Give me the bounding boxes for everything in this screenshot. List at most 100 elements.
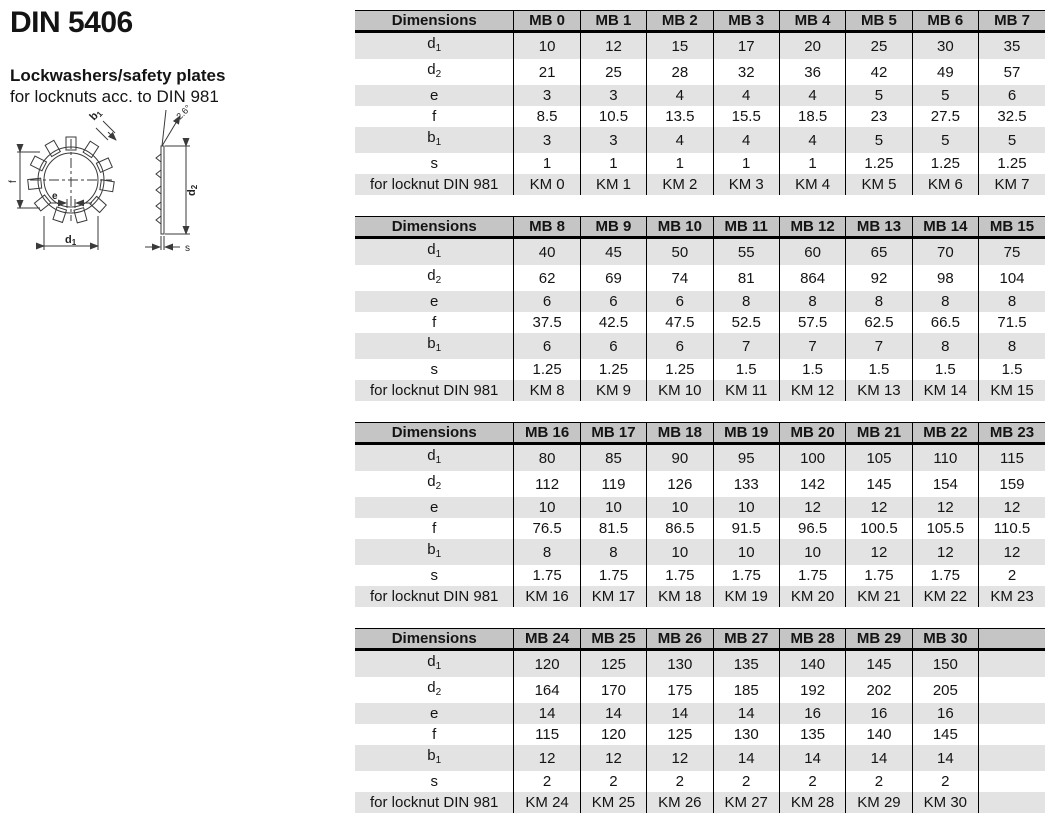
product-name: Lockwashers/safety plates (10, 66, 226, 85)
value-cell: 1.5 (911, 359, 979, 380)
value-cell: 110 (911, 443, 979, 471)
value-cell: 55 (712, 237, 780, 265)
value-cell: 3 (579, 127, 647, 153)
dimensions-column-header: Dimensions (355, 10, 514, 33)
table-row: d1 10 12 15 17 20 25 30 35 (355, 31, 1045, 59)
value-cell: KM 29 (845, 792, 913, 813)
value-cell: 125 (579, 649, 647, 677)
value-cell: 76.5 (513, 518, 581, 539)
size-column-header: MB 6 (911, 10, 979, 33)
value-cell (978, 771, 1045, 792)
value-cell: 6 (513, 291, 581, 312)
row-label-subscript: 2 (435, 481, 442, 492)
value-cell: KM 23 (978, 586, 1045, 607)
value-cell: KM 2 (646, 174, 714, 195)
value-cell: 18.5 (778, 106, 846, 127)
row-label-text: f (432, 520, 437, 537)
value-cell: 66.5 (911, 312, 979, 333)
dimensions-column-header: Dimensions (355, 216, 514, 239)
value-cell: 1 (778, 153, 846, 174)
value-cell: 1 (712, 153, 780, 174)
value-cell: 65 (845, 237, 913, 265)
row-label-subscript: 1 (435, 661, 442, 672)
value-cell: 35 (978, 31, 1045, 59)
value-cell: 120 (579, 724, 647, 745)
size-column-header: MB 27 (712, 628, 780, 651)
row-label-subscript: 1 (435, 549, 442, 560)
size-column-header: MB 18 (646, 422, 714, 445)
value-cell: 8.5 (513, 106, 581, 127)
value-cell: 69 (579, 265, 647, 291)
value-cell: 71.5 (978, 312, 1045, 333)
size-column-header: MB 20 (778, 422, 846, 445)
size-column-header: MB 19 (712, 422, 780, 445)
value-cell (978, 745, 1045, 771)
value-cell: 10 (513, 31, 581, 59)
row-label: d2 (355, 59, 514, 85)
table-row: b1 8 8 10 10 10 12 12 12 (355, 539, 1045, 565)
value-cell: 92 (845, 265, 913, 291)
row-label-text: s (430, 773, 438, 790)
value-cell (978, 792, 1045, 813)
value-cell: 10 (778, 539, 846, 565)
value-cell: 16 (778, 703, 846, 724)
value-cell: KM 7 (978, 174, 1045, 195)
value-cell: 12 (579, 31, 647, 59)
lockwasher-side-view: d2 s 2.6° (145, 103, 199, 254)
row-label: e (355, 497, 514, 518)
value-cell: KM 19 (712, 586, 780, 607)
table-row: d2 112 119 126 133 142 145 154 159 (355, 471, 1045, 497)
value-cell: 96.5 (778, 518, 846, 539)
table-header-row: Dimensions MB 16 MB 17 MB 18 MB 19 MB 20 MB 2… (355, 422, 1045, 445)
value-cell: 6 (513, 333, 581, 359)
row-label-text: e (430, 87, 439, 104)
value-cell: 74 (646, 265, 714, 291)
value-cell: 3 (579, 85, 647, 106)
value-cell: 185 (712, 677, 780, 703)
value-cell: 1.75 (712, 565, 780, 586)
value-cell: 7 (845, 333, 913, 359)
value-cell: 142 (778, 471, 846, 497)
d2-label: d2 (186, 184, 199, 196)
value-cell: 47.5 (646, 312, 714, 333)
row-label-text: d (427, 653, 436, 670)
value-cell: 14 (646, 703, 714, 724)
value-cell: KM 4 (778, 174, 846, 195)
value-cell: 864 (778, 265, 846, 291)
value-cell: 1.25 (845, 153, 913, 174)
value-cell: 15.5 (712, 106, 780, 127)
row-label: s (355, 359, 514, 380)
value-cell: 125 (646, 724, 714, 745)
product-description: for locknuts acc. to DIN 981 (10, 87, 219, 106)
row-label-text: for locknut DIN 981 (370, 382, 499, 399)
value-cell: KM 22 (911, 586, 979, 607)
value-cell: 8 (778, 291, 846, 312)
value-cell: 1.25 (911, 153, 979, 174)
table-row: f 37.5 42.5 47.5 52.5 57.5 62.5 66.5 71.5 (355, 312, 1045, 333)
value-cell: 104 (978, 265, 1045, 291)
row-label-subscript: 2 (435, 69, 442, 80)
value-cell: KM 24 (513, 792, 581, 813)
size-column-header: MB 25 (579, 628, 647, 651)
value-cell: 12 (978, 497, 1045, 518)
dimensions-column-header: Dimensions (355, 422, 514, 445)
row-label-text: for locknut DIN 981 (370, 588, 499, 605)
row-label: d1 (355, 238, 514, 266)
value-cell: 57 (978, 59, 1045, 85)
value-cell: 15 (646, 31, 714, 59)
row-label-text: b (427, 747, 436, 764)
value-cell: 6 (646, 333, 714, 359)
value-cell: KM 13 (845, 380, 913, 401)
size-column-header: MB 16 (513, 422, 581, 445)
table-row: s 1 1 1 1 1 1.25 1.25 1.25 (355, 153, 1045, 174)
value-cell: KM 17 (579, 586, 647, 607)
value-cell: 10 (579, 497, 647, 518)
size-column-header: MB 15 (978, 216, 1045, 239)
row-label-text: b (427, 541, 436, 558)
value-cell: KM 12 (778, 380, 846, 401)
value-cell: KM 5 (845, 174, 913, 195)
value-cell: 50 (646, 237, 714, 265)
value-cell: 12 (978, 539, 1045, 565)
